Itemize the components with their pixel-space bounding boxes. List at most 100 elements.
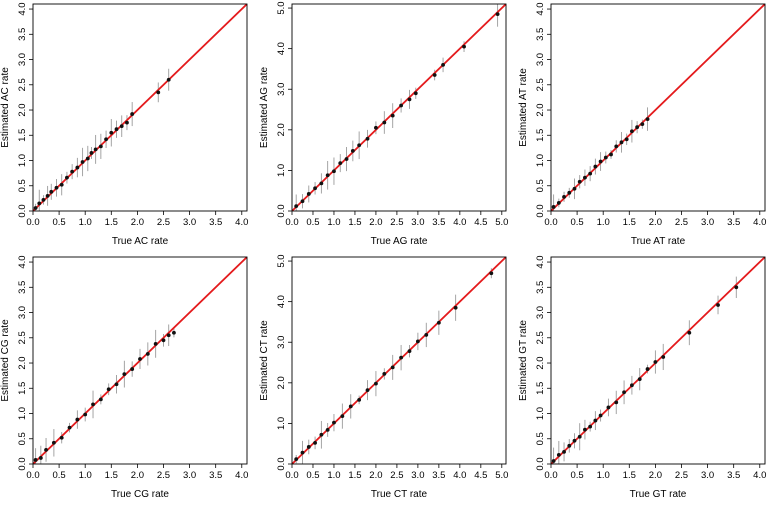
- y-tick-label: 1.0: [535, 407, 546, 420]
- data-point: [59, 182, 64, 187]
- x-tick-label: 2.0: [131, 217, 144, 228]
- x-tick-label: 3.0: [183, 217, 196, 228]
- x-tick-label: 4.0: [753, 217, 766, 228]
- data-point: [70, 169, 75, 174]
- diagonal-line: [551, 257, 765, 464]
- y-tick-label: 2.5: [535, 331, 546, 344]
- x-tick-label: 3.5: [727, 217, 740, 228]
- data-point: [130, 112, 135, 116]
- x-tick-label: 2.5: [157, 470, 170, 481]
- data-point: [614, 400, 619, 405]
- data-point: [125, 120, 129, 125]
- data-point: [348, 404, 353, 409]
- x-tick-label: 1.0: [597, 217, 610, 228]
- y-tick-label: 0.0: [276, 457, 287, 470]
- y-axis-label: Estimated AC rate: [0, 67, 11, 148]
- data-point: [365, 388, 370, 393]
- y-axis-label: Estimated AG rate: [259, 66, 270, 148]
- data-point: [588, 424, 593, 429]
- data-point: [583, 427, 587, 432]
- x-tick-label: 5.0: [495, 217, 508, 228]
- data-point: [645, 367, 650, 371]
- data-point: [156, 90, 161, 95]
- data-point: [624, 137, 629, 142]
- data-point: [89, 151, 94, 155]
- data-point: [109, 130, 114, 135]
- data-point: [37, 201, 42, 206]
- x-tick-label: 3.5: [209, 470, 222, 481]
- y-tick-label: 4.0: [17, 255, 28, 268]
- y-tick-label: 0.5: [17, 432, 28, 445]
- y-tick-label: 2.0: [535, 356, 546, 369]
- data-point: [106, 387, 111, 392]
- data-point: [313, 440, 317, 445]
- x-tick-label: 4.5: [474, 217, 487, 228]
- data-point: [45, 193, 50, 198]
- data-point: [294, 457, 299, 462]
- y-tick-label: 1.0: [535, 154, 546, 167]
- panel-ct: 0.0 0.5 1.0 1.5 2.0 2.5 3.0 3.5 4.0 4.5 5.0 0.0 1.0 2…: [259, 254, 508, 500]
- diagonal-line: [292, 4, 506, 211]
- data-point: [122, 372, 127, 377]
- data-point: [300, 450, 305, 455]
- data-point: [462, 44, 466, 49]
- x-axis-label: True CT rate: [371, 489, 428, 500]
- data-point: [441, 62, 445, 67]
- data-point: [551, 205, 556, 209]
- x-tick-label: 2.0: [369, 470, 382, 481]
- data-point: [577, 434, 582, 439]
- y-tick-label: 1.0: [17, 407, 28, 420]
- x-axis-label: True AG rate: [371, 236, 428, 247]
- data-point: [609, 152, 613, 157]
- data-point: [138, 357, 142, 361]
- data-point: [172, 330, 176, 335]
- x-tick-label: 3.0: [411, 470, 424, 481]
- y-tick-label: 5.0: [276, 254, 287, 267]
- y-tick-label: 3.0: [276, 336, 287, 349]
- data-point: [598, 159, 603, 164]
- data-point: [572, 186, 577, 191]
- x-tick-label: 1.0: [79, 217, 92, 228]
- data-point: [382, 120, 387, 125]
- data-point: [606, 405, 611, 410]
- data-point: [415, 339, 420, 344]
- x-tick-label: 0.0: [285, 470, 298, 481]
- plot-border: [32, 3, 248, 212]
- x-tick-label: 2.0: [649, 217, 662, 228]
- data-point: [340, 414, 345, 419]
- data-point: [59, 435, 64, 440]
- data-point: [382, 371, 387, 376]
- x-tick-label: 0.5: [52, 217, 65, 228]
- y-tick-label: 1.0: [17, 154, 28, 167]
- data-point: [399, 355, 403, 360]
- data-point: [83, 412, 88, 417]
- data-point: [567, 190, 572, 195]
- x-tick-label: 0.5: [570, 217, 583, 228]
- data-point: [319, 432, 324, 437]
- data-point: [583, 175, 587, 180]
- y-tick-label: 1.5: [17, 382, 28, 395]
- y-tick-label: 0.0: [17, 457, 28, 470]
- x-tick-label: 1.5: [105, 470, 118, 481]
- data-point: [734, 285, 739, 290]
- data-point: [562, 449, 566, 454]
- y-tick-label: 3.5: [17, 281, 28, 294]
- data-point: [562, 194, 566, 199]
- data-point: [306, 445, 311, 449]
- data-point: [551, 459, 556, 463]
- data-point: [635, 125, 640, 130]
- data-point: [161, 338, 166, 343]
- x-tick-label: 4.0: [453, 217, 466, 228]
- y-tick-label: 4.0: [535, 2, 546, 15]
- y-tick-label: 1.5: [17, 129, 28, 142]
- data-point: [65, 175, 69, 180]
- x-tick-label: 2.5: [675, 217, 688, 228]
- plot-area: [551, 4, 765, 211]
- x-tick-label: 4.0: [453, 470, 466, 481]
- y-tick-label: 1.5: [535, 129, 546, 142]
- data-point: [294, 204, 299, 209]
- data-point: [716, 303, 720, 307]
- data-point: [85, 156, 90, 161]
- data-point: [365, 136, 370, 141]
